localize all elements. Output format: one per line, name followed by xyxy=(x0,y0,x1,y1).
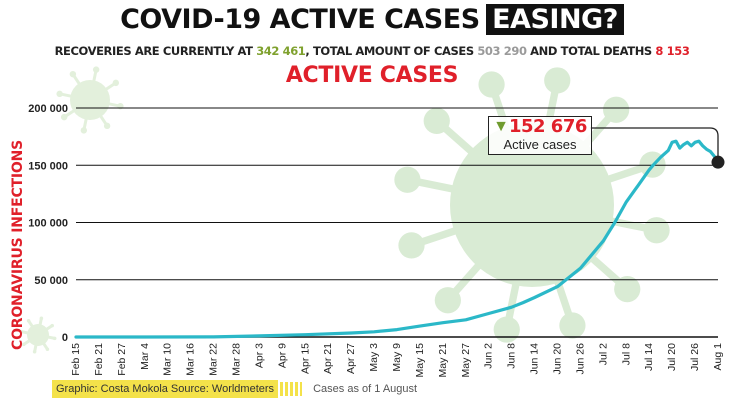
y-tick-label: 50 000 xyxy=(34,275,68,287)
x-tick-label: Apr 15 xyxy=(299,343,311,374)
callout-label: Active cases xyxy=(503,137,577,153)
x-tick-label: Apr 27 xyxy=(345,343,357,374)
y-tick-label: 150 000 xyxy=(28,160,68,172)
x-tick-label: Feb 15 xyxy=(70,343,82,376)
y-tick-label: 0 xyxy=(62,332,68,344)
x-tick-label: Mar 4 xyxy=(139,343,151,370)
x-tick-label: May 3 xyxy=(368,343,380,372)
deaths-value: 8 153 xyxy=(655,44,690,58)
x-tick-label: Apr 9 xyxy=(276,343,288,368)
x-tick-label: May 15 xyxy=(414,343,426,378)
end-point-marker xyxy=(711,155,725,169)
x-tick-label: Jun 14 xyxy=(529,343,541,375)
x-tick-label: Jul 26 xyxy=(689,343,701,371)
chart-title: ACTIVE CASES xyxy=(285,63,459,88)
x-tick-label: Jul 8 xyxy=(620,343,632,365)
footer: Graphic: Costa Mokola Source: Worldmeter… xyxy=(52,380,417,400)
subtitle: RECOVERIES ARE CURRENTLY AT 342 461, TOT… xyxy=(0,44,744,58)
coronavirus-icon xyxy=(19,316,57,354)
decorative-stripes xyxy=(280,382,303,397)
active-cases-callout: ▼152 676 Active cases xyxy=(488,116,592,156)
recoveries-label: RECOVERIES ARE CURRENTLY AT xyxy=(54,44,253,58)
x-tick-label: Apr 3 xyxy=(253,343,265,368)
x-tick-label: May 9 xyxy=(391,343,403,372)
callout-value-row: ▼152 676 xyxy=(489,117,591,137)
x-tick-label: Mar 10 xyxy=(162,343,174,376)
x-tick-label: Jun 8 xyxy=(506,343,518,369)
x-tick-label: Feb 27 xyxy=(116,343,128,376)
x-tick-label: Aug 1 xyxy=(712,343,724,371)
as-of-note: Cases as of 1 August xyxy=(313,383,418,395)
total-label: , TOTAL AMOUNT OF CASES xyxy=(305,44,474,58)
total-value: 503 290 xyxy=(477,44,527,58)
x-tick-label: May 21 xyxy=(437,343,449,378)
x-tick-label: Mar 28 xyxy=(231,343,243,376)
title-main: COVID-19 ACTIVE CASES xyxy=(120,4,480,35)
x-tick-label: Jun 26 xyxy=(574,343,586,375)
x-tick-label: Jun 20 xyxy=(552,343,564,375)
x-tick-label: Mar 22 xyxy=(208,343,220,376)
x-tick-label: May 27 xyxy=(460,343,472,378)
page-title: COVID-19 ACTIVE CASES EASING? xyxy=(0,4,744,35)
deaths-label: AND TOTAL DEATHS xyxy=(530,44,652,58)
source-credit: Graphic: Costa Mokola Source: Worldmeter… xyxy=(52,380,279,398)
down-arrow-icon: ▼ xyxy=(493,118,509,135)
x-tick-label: Feb 21 xyxy=(93,343,105,376)
x-tick-label: Jul 14 xyxy=(643,343,655,371)
y-tick-label: 200 000 xyxy=(28,103,68,115)
recoveries-value: 342 461 xyxy=(256,44,306,58)
x-tick-label: Jun 2 xyxy=(483,343,495,369)
callout-leader xyxy=(590,127,719,158)
callout-value: 152 676 xyxy=(508,116,587,137)
x-tick-label: Apr 21 xyxy=(322,343,334,374)
x-tick-label: Mar 16 xyxy=(185,343,197,376)
title-highlight: EASING? xyxy=(486,4,624,35)
y-tick-label: 100 000 xyxy=(28,218,68,230)
x-tick-label: Jul 2 xyxy=(597,343,609,365)
active-cases-line xyxy=(74,139,720,339)
x-tick-label: Jul 20 xyxy=(666,343,678,371)
coronavirus-icon xyxy=(56,66,124,134)
